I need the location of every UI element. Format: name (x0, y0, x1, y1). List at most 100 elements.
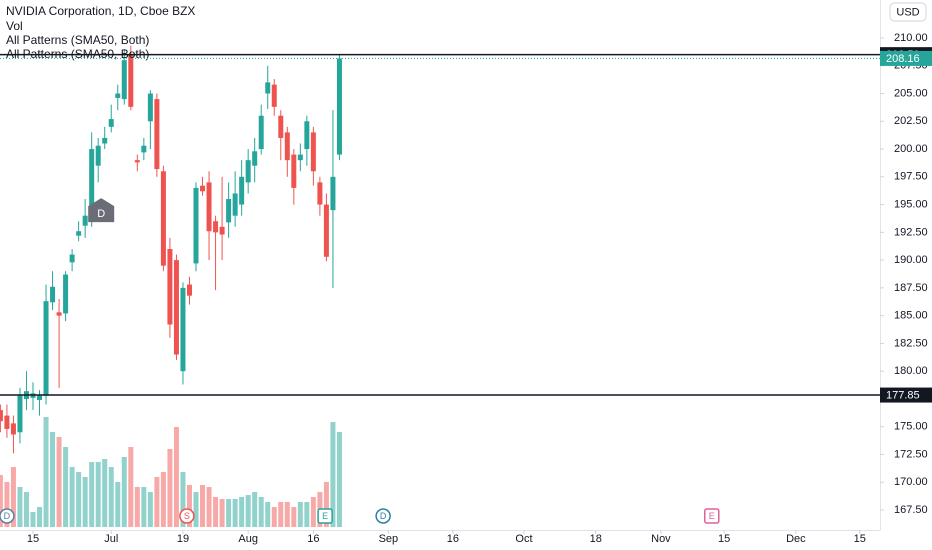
volume-bar (193, 492, 199, 527)
volume-bar (297, 502, 303, 527)
x-tick-label: Dec (786, 533, 806, 545)
candle-body (271, 84, 277, 107)
y-tick-label: 195.00 (894, 198, 928, 210)
currency-button[interactable] (889, 2, 927, 22)
y-tick-label: 205.00 (894, 87, 928, 99)
dividend-flag-label: D (97, 208, 105, 220)
y-tick-label: 190.00 (894, 254, 928, 266)
event-marker (0, 508, 15, 524)
volume-bar (108, 467, 114, 527)
event-label: S (184, 511, 190, 521)
candle-body (213, 221, 219, 233)
candle-body (317, 182, 323, 205)
y-tick-label: 210.00 (894, 32, 928, 44)
volume-bar (226, 499, 232, 527)
volume-bar (284, 502, 290, 527)
candle-body (258, 115, 264, 150)
candle-body (330, 176, 336, 211)
candle-body (154, 99, 160, 170)
volume-bar (82, 477, 88, 527)
volume-bar (173, 427, 179, 527)
candle-body (121, 60, 127, 100)
volume-bar (278, 502, 284, 527)
candle-body (232, 193, 238, 216)
volume-bar (69, 467, 75, 527)
volume-bar (200, 485, 206, 527)
candle-body (108, 119, 114, 127)
y-tick-label: 167.50 (894, 504, 928, 516)
volume-bar (167, 449, 173, 527)
candle-body (0, 410, 3, 422)
candle-body (200, 185, 206, 192)
legend-vol: Vol (6, 19, 23, 33)
volume-bar (304, 502, 310, 527)
volume-bar (10, 467, 16, 527)
candle-body (219, 226, 225, 235)
volume-bar (239, 497, 245, 527)
price-tag (880, 387, 932, 403)
event-marker (179, 508, 195, 524)
legend-title: NVIDIA Corporation, 1D, Cboe BZX (6, 4, 195, 18)
candle-body (323, 204, 329, 257)
legend-pattern: All Patterns (SMA50, Both) (6, 33, 149, 47)
volume-bar (147, 492, 153, 527)
candle-body (95, 145, 101, 166)
candle-body (252, 151, 258, 166)
volume-bar (17, 487, 23, 527)
y-tick-label: 200.00 (894, 143, 928, 155)
candle-body (167, 249, 173, 325)
volume-bar (89, 462, 95, 527)
candle-body (173, 260, 179, 355)
event-label: E (322, 511, 328, 521)
y-tick-label: 187.50 (894, 282, 928, 294)
candle-body (265, 82, 271, 94)
candle-body (4, 415, 10, 429)
volume-bar (121, 457, 127, 527)
volume-bar (180, 472, 186, 527)
candle-body (297, 154, 303, 161)
volume-bar (265, 502, 271, 527)
volume-bar (252, 492, 258, 527)
y-tick-label: 170.00 (894, 476, 928, 488)
candle-body (310, 132, 316, 172)
candle-body (37, 395, 43, 401)
candle-body (291, 154, 297, 188)
volume-bar (37, 507, 43, 527)
candle-body (141, 145, 147, 153)
event-label: E (709, 511, 715, 521)
y-tick-label: 182.50 (894, 337, 928, 349)
volume-bar (50, 432, 56, 527)
x-tick-label: 15 (854, 533, 866, 545)
volume-bar (115, 482, 121, 527)
volume-bar (56, 437, 62, 527)
price-tag-label: 177.85 (886, 389, 920, 401)
volume-bar (213, 497, 219, 527)
volume-bar (291, 507, 297, 527)
x-tick-label: 16 (307, 533, 319, 545)
volume-bar (232, 499, 238, 527)
volume-bar (76, 472, 82, 527)
dividend-flag (88, 198, 115, 223)
volume-bar (128, 447, 134, 527)
candle-body (89, 149, 95, 221)
candle-body (336, 58, 342, 155)
candle-body (56, 312, 62, 316)
candle-body (43, 301, 49, 396)
candle-body (63, 274, 69, 314)
candle-body (102, 137, 108, 144)
candle-body (226, 199, 232, 223)
y-tick-label: 180.00 (894, 365, 928, 377)
currency-label[interactable]: USD (896, 6, 919, 18)
volume-bar (206, 487, 212, 527)
volume-bar (219, 499, 225, 527)
candle-body (239, 176, 245, 205)
candle-body (134, 160, 140, 163)
x-tick-label: 16 (447, 533, 459, 545)
candle-body (128, 54, 134, 107)
candle-body (76, 231, 82, 236)
volume-bar (95, 462, 101, 527)
candle-body (180, 287, 186, 372)
volume-bar (134, 487, 140, 527)
candle-body (147, 93, 153, 122)
volume-bar (186, 485, 192, 527)
